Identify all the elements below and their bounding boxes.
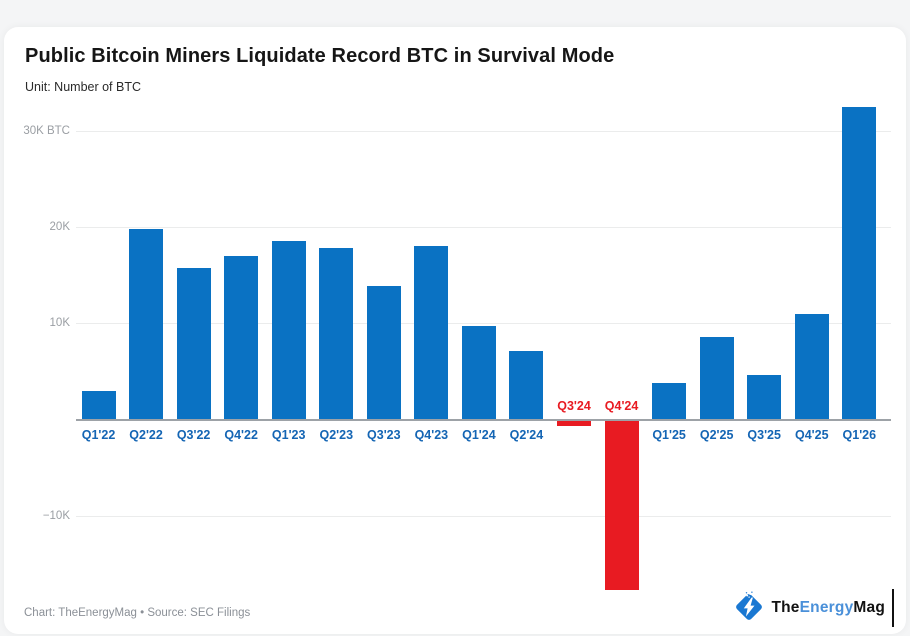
brand-logo: TheEnergyMag: [732, 586, 894, 629]
bar-q2-23: [319, 248, 354, 420]
x-tick-label: Q3'22: [176, 427, 211, 442]
logo-cursor-bar: [892, 588, 894, 627]
x-tick-label: Q2'24: [509, 427, 544, 442]
x-tick-label: Q1'25: [652, 427, 686, 442]
logo-wordmark: TheEnergyMag: [771, 599, 885, 617]
gridline: [76, 130, 891, 132]
x-tick-label: Q1'22: [81, 427, 116, 442]
gridline: [76, 227, 891, 229]
bar-q4-24: [604, 421, 639, 591]
bar-q1-23: [271, 240, 306, 420]
bar-q1-25: [652, 382, 687, 420]
x-axis-line: [76, 419, 891, 421]
x-tick-label: Q1'23: [271, 427, 306, 442]
bar-q3-23: [366, 285, 401, 420]
x-tick-label: Q2'25: [699, 427, 734, 442]
bar-q3-24: [557, 421, 591, 426]
y-tick-label: 10K: [49, 317, 70, 330]
bar-q3-25: [747, 375, 782, 420]
x-tick-label: Q1'26: [842, 427, 877, 442]
bolt-shape: [744, 597, 755, 617]
bar-q2-25: [699, 336, 734, 420]
bar-q1-24: [461, 326, 496, 420]
bar-q4-22: [224, 256, 259, 420]
chart-title: Public Bitcoin Miners Liquidate Record B…: [25, 45, 615, 67]
bar-q2-24: [509, 351, 544, 420]
chart-subtitle: Unit: Number of BTC: [25, 80, 142, 94]
bar-q3-22: [176, 267, 211, 420]
bar-q4-23: [414, 246, 449, 420]
bar-q2-22: [129, 229, 164, 420]
x-tick-label: Q3'23: [367, 427, 401, 442]
x-tick-label: Q3'24: [557, 398, 591, 413]
x-tick-label: Q1'24: [462, 427, 496, 442]
logo-text-mag: Mag: [853, 598, 885, 616]
source-caption: Chart: TheEnergyMag • Source: SEC Filing…: [24, 607, 251, 619]
x-tick-label: Q4'22: [224, 427, 258, 442]
logo-text-energy: Energy: [799, 598, 854, 616]
gridline: [76, 323, 891, 325]
x-tick-label: Q4'25: [794, 427, 829, 442]
x-tick-label: Q2'22: [129, 427, 163, 442]
bar-q1-22: [81, 390, 116, 420]
y-tick-label: 20K: [49, 221, 70, 234]
x-tick-label: Q2'23: [319, 427, 354, 442]
y-tick-label: 30K BTC: [23, 124, 70, 137]
x-tick-label: Q4'23: [414, 427, 449, 442]
gridline: [76, 515, 891, 517]
y-tick-label: −10K: [42, 509, 70, 522]
logo-text-the: The: [771, 598, 800, 616]
bar-q4-25: [794, 313, 829, 420]
lightning-bolt-diamond-icon: [732, 586, 766, 629]
bar-q1-26: [842, 106, 877, 420]
x-tick-label: Q3'25: [747, 427, 781, 442]
x-tick-label: Q4'24: [604, 398, 639, 413]
